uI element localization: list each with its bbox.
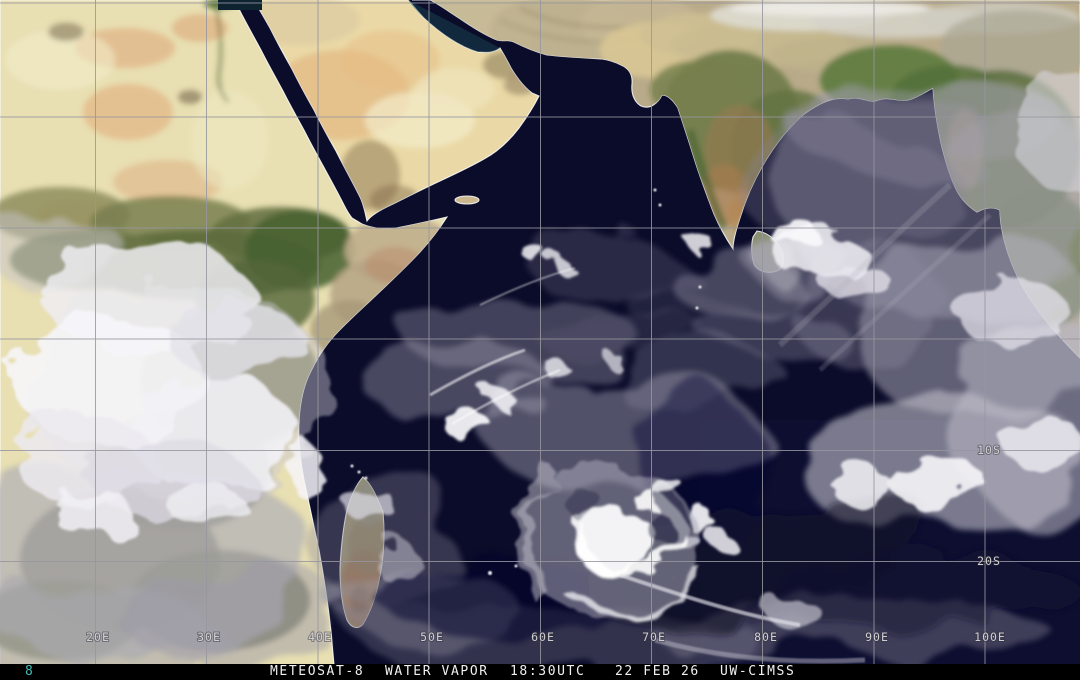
lon-label-20e: 20E (86, 630, 110, 644)
lat-label-20s: 20S (977, 554, 1001, 568)
lon-label-100e: 100E (974, 630, 1006, 644)
product-name: WATER VAPOR (385, 664, 489, 679)
persian-gulf (408, 0, 500, 53)
lon-label-70e: 70E (642, 630, 666, 644)
nile-river (214, 0, 229, 103)
convective-cloud-layer (15, 70, 1080, 628)
date-stamp: 22 FEB 26 (615, 664, 700, 679)
lon-label-90e: 90E (865, 630, 889, 644)
graticule-lines (0, 0, 1080, 664)
mediterranean-corner (218, 0, 262, 10)
lat-label-10s: 10S (977, 443, 1001, 457)
tropical-cyclone (517, 463, 701, 620)
small-islands (350, 188, 702, 575)
lon-label-60e: 60E (531, 630, 555, 644)
satellite-name: METEOSAT-8 (270, 664, 365, 679)
lon-label-40e: 40E (308, 630, 332, 644)
lon-label-80e: 80E (754, 630, 778, 644)
lon-label-30e: 30E (197, 630, 221, 644)
timestamp-utc: 18:30UTC (510, 664, 586, 679)
station-id-digit: 8 (25, 664, 35, 679)
graticule-labels: 20E 30E 40E 50E 60E 70E 80E 90E 100E 10S… (85, 442, 1006, 645)
lon-label-50e: 50E (420, 630, 444, 644)
footer-bar: 8 METEOSAT-8 WATER VAPOR 18:30UTC 22 FEB… (0, 664, 1080, 680)
credit-uw-cimss: UW-CIMSS (720, 664, 796, 679)
socotra-island (454, 195, 480, 205)
